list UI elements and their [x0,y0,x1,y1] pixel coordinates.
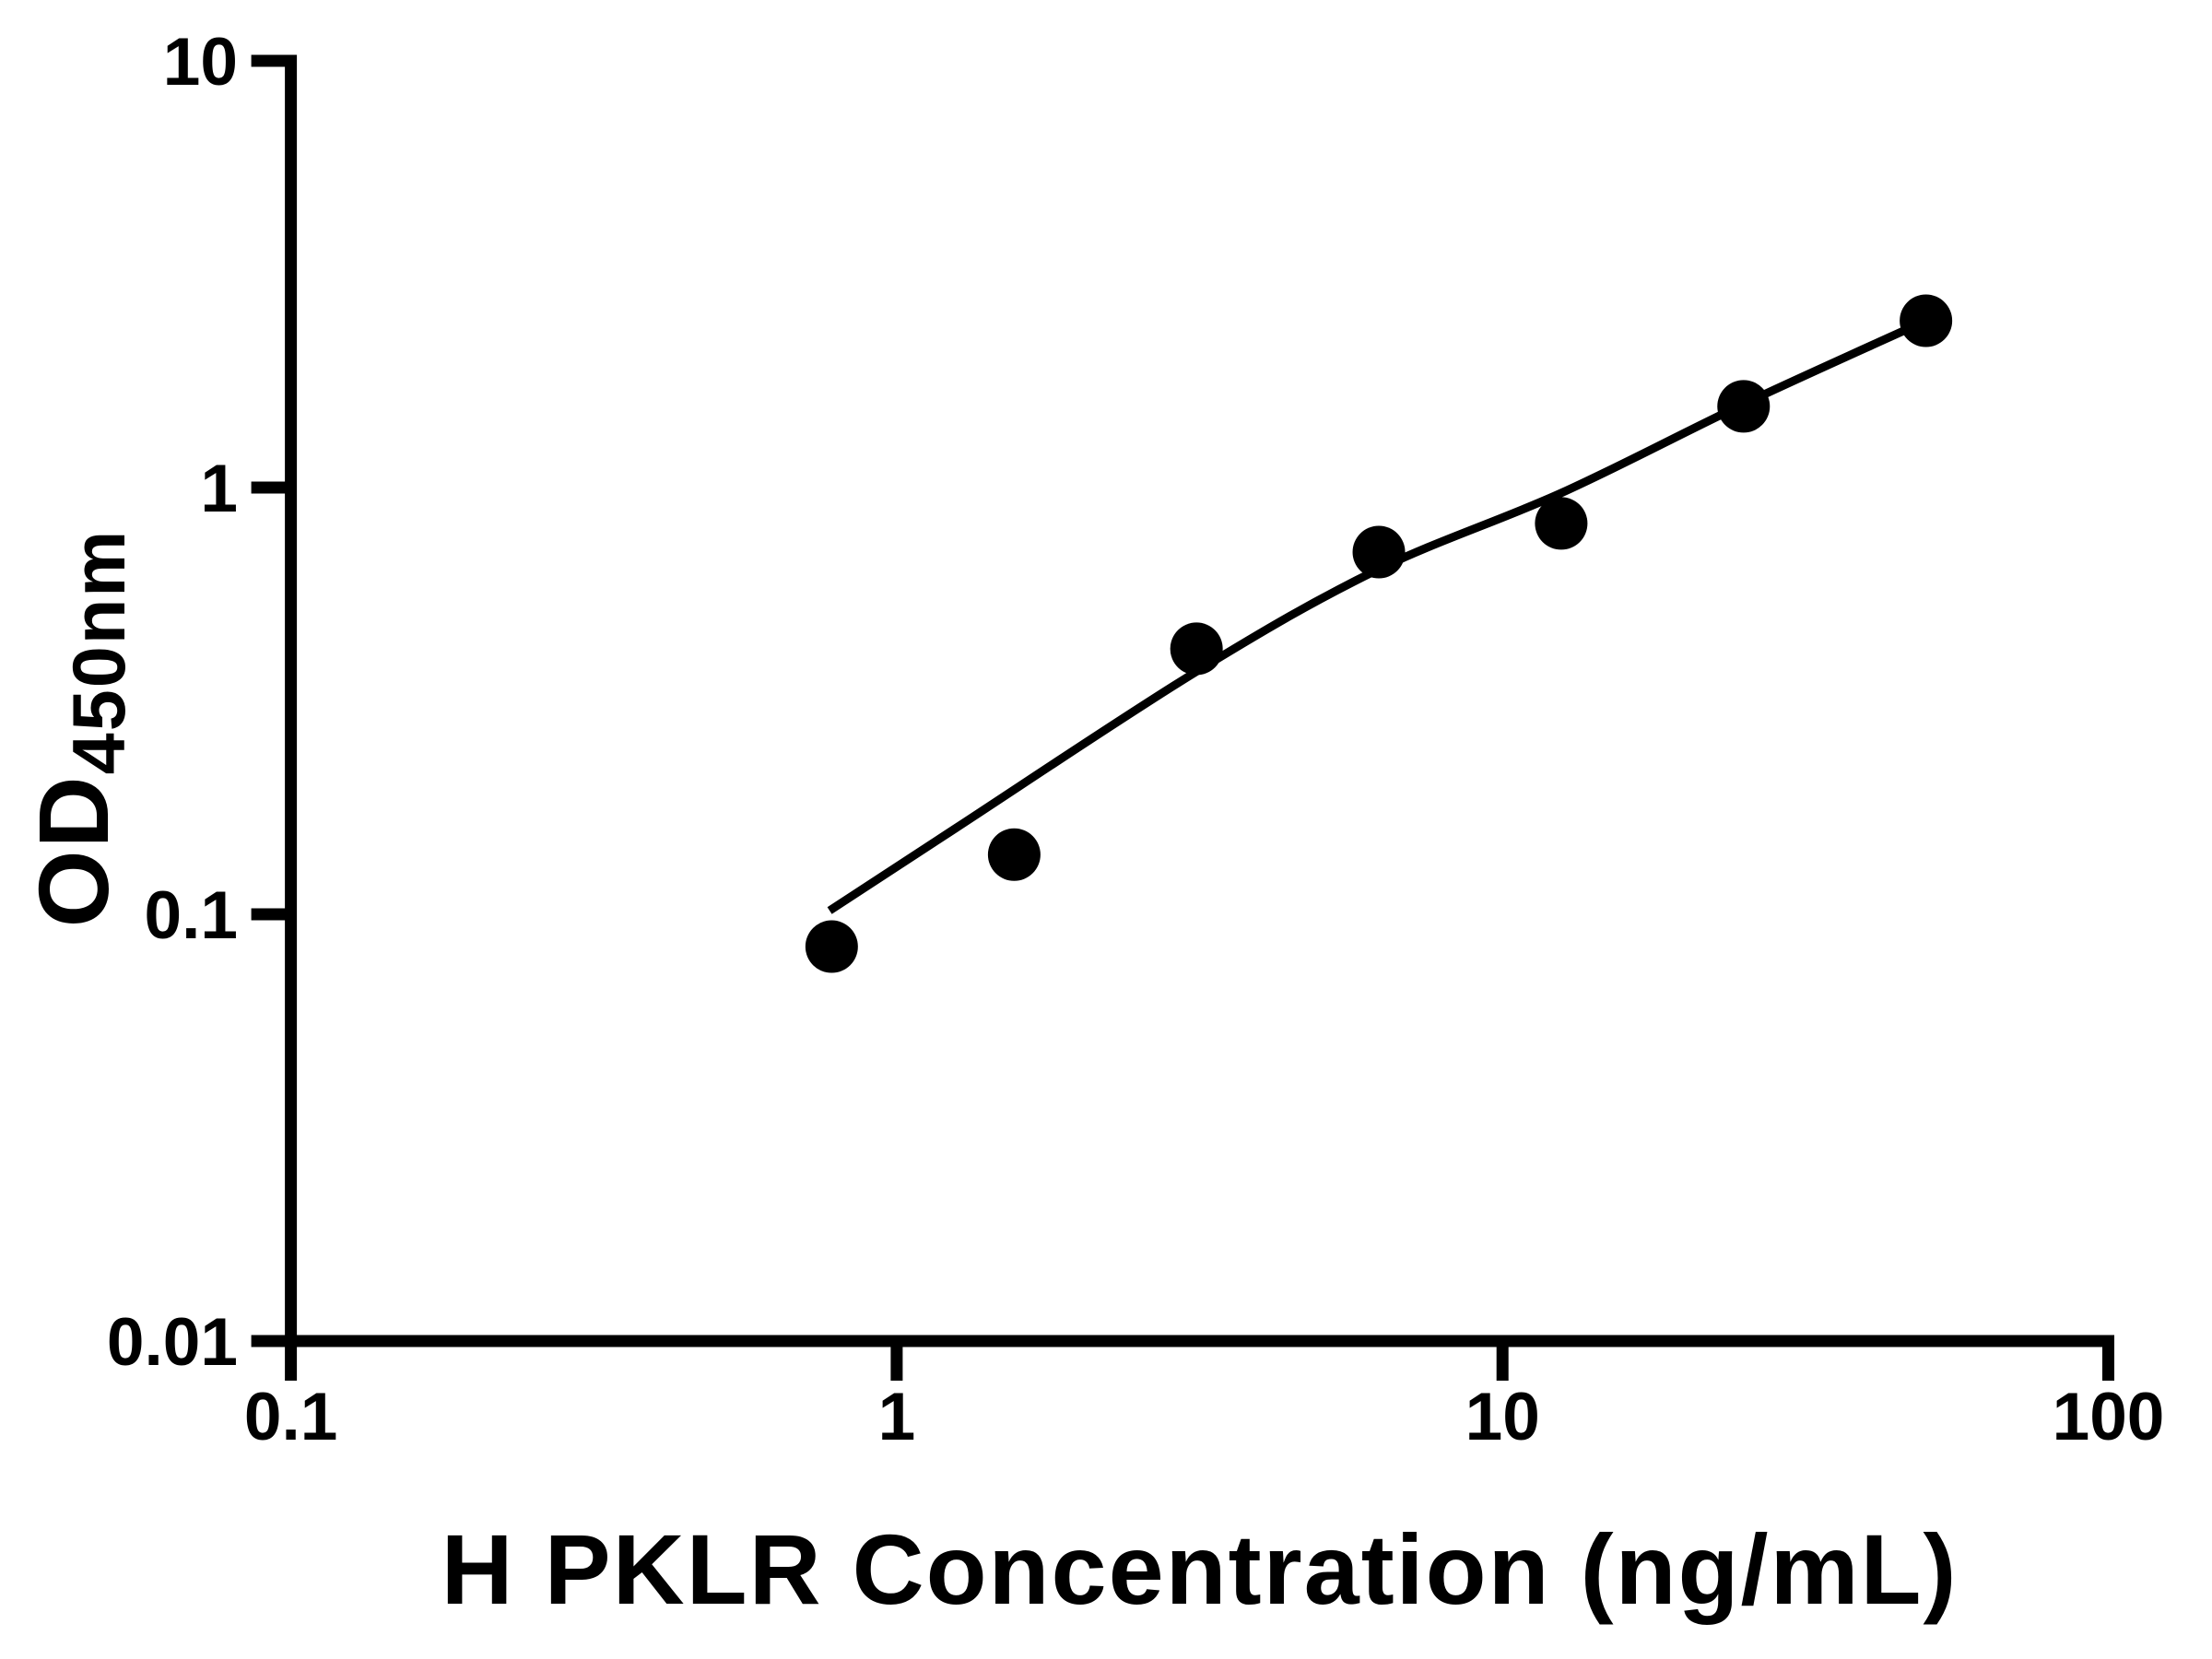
data-point [1900,294,1953,347]
data-point [1170,622,1223,676]
data-point [1717,380,1771,433]
y-axis-title: OD450nm [18,529,141,928]
y-tick-label: 10 [163,25,238,100]
y-tick-label: 0.1 [145,878,238,953]
y-tick-label: 0.01 [107,1305,238,1380]
y-tick-label: 1 [200,452,238,526]
axes-layer [251,54,2114,1381]
x-axis-title: H PKLR Concentration (ng/mL) [441,1513,1959,1625]
x-tick-label: 0.1 [244,1380,337,1454]
data-point [987,828,1041,881]
x-tick-label: 10 [1465,1380,1540,1454]
x-tick-label: 100 [2053,1380,2165,1454]
data-point [1535,497,1588,550]
data-points-layer [805,294,1953,973]
x-tick-label: 1 [878,1380,916,1454]
data-point [805,920,858,973]
y-axis-title-subscript: 450nm [58,529,141,775]
data-point [1352,525,1406,579]
y-axis-title-main: OD [18,774,129,927]
